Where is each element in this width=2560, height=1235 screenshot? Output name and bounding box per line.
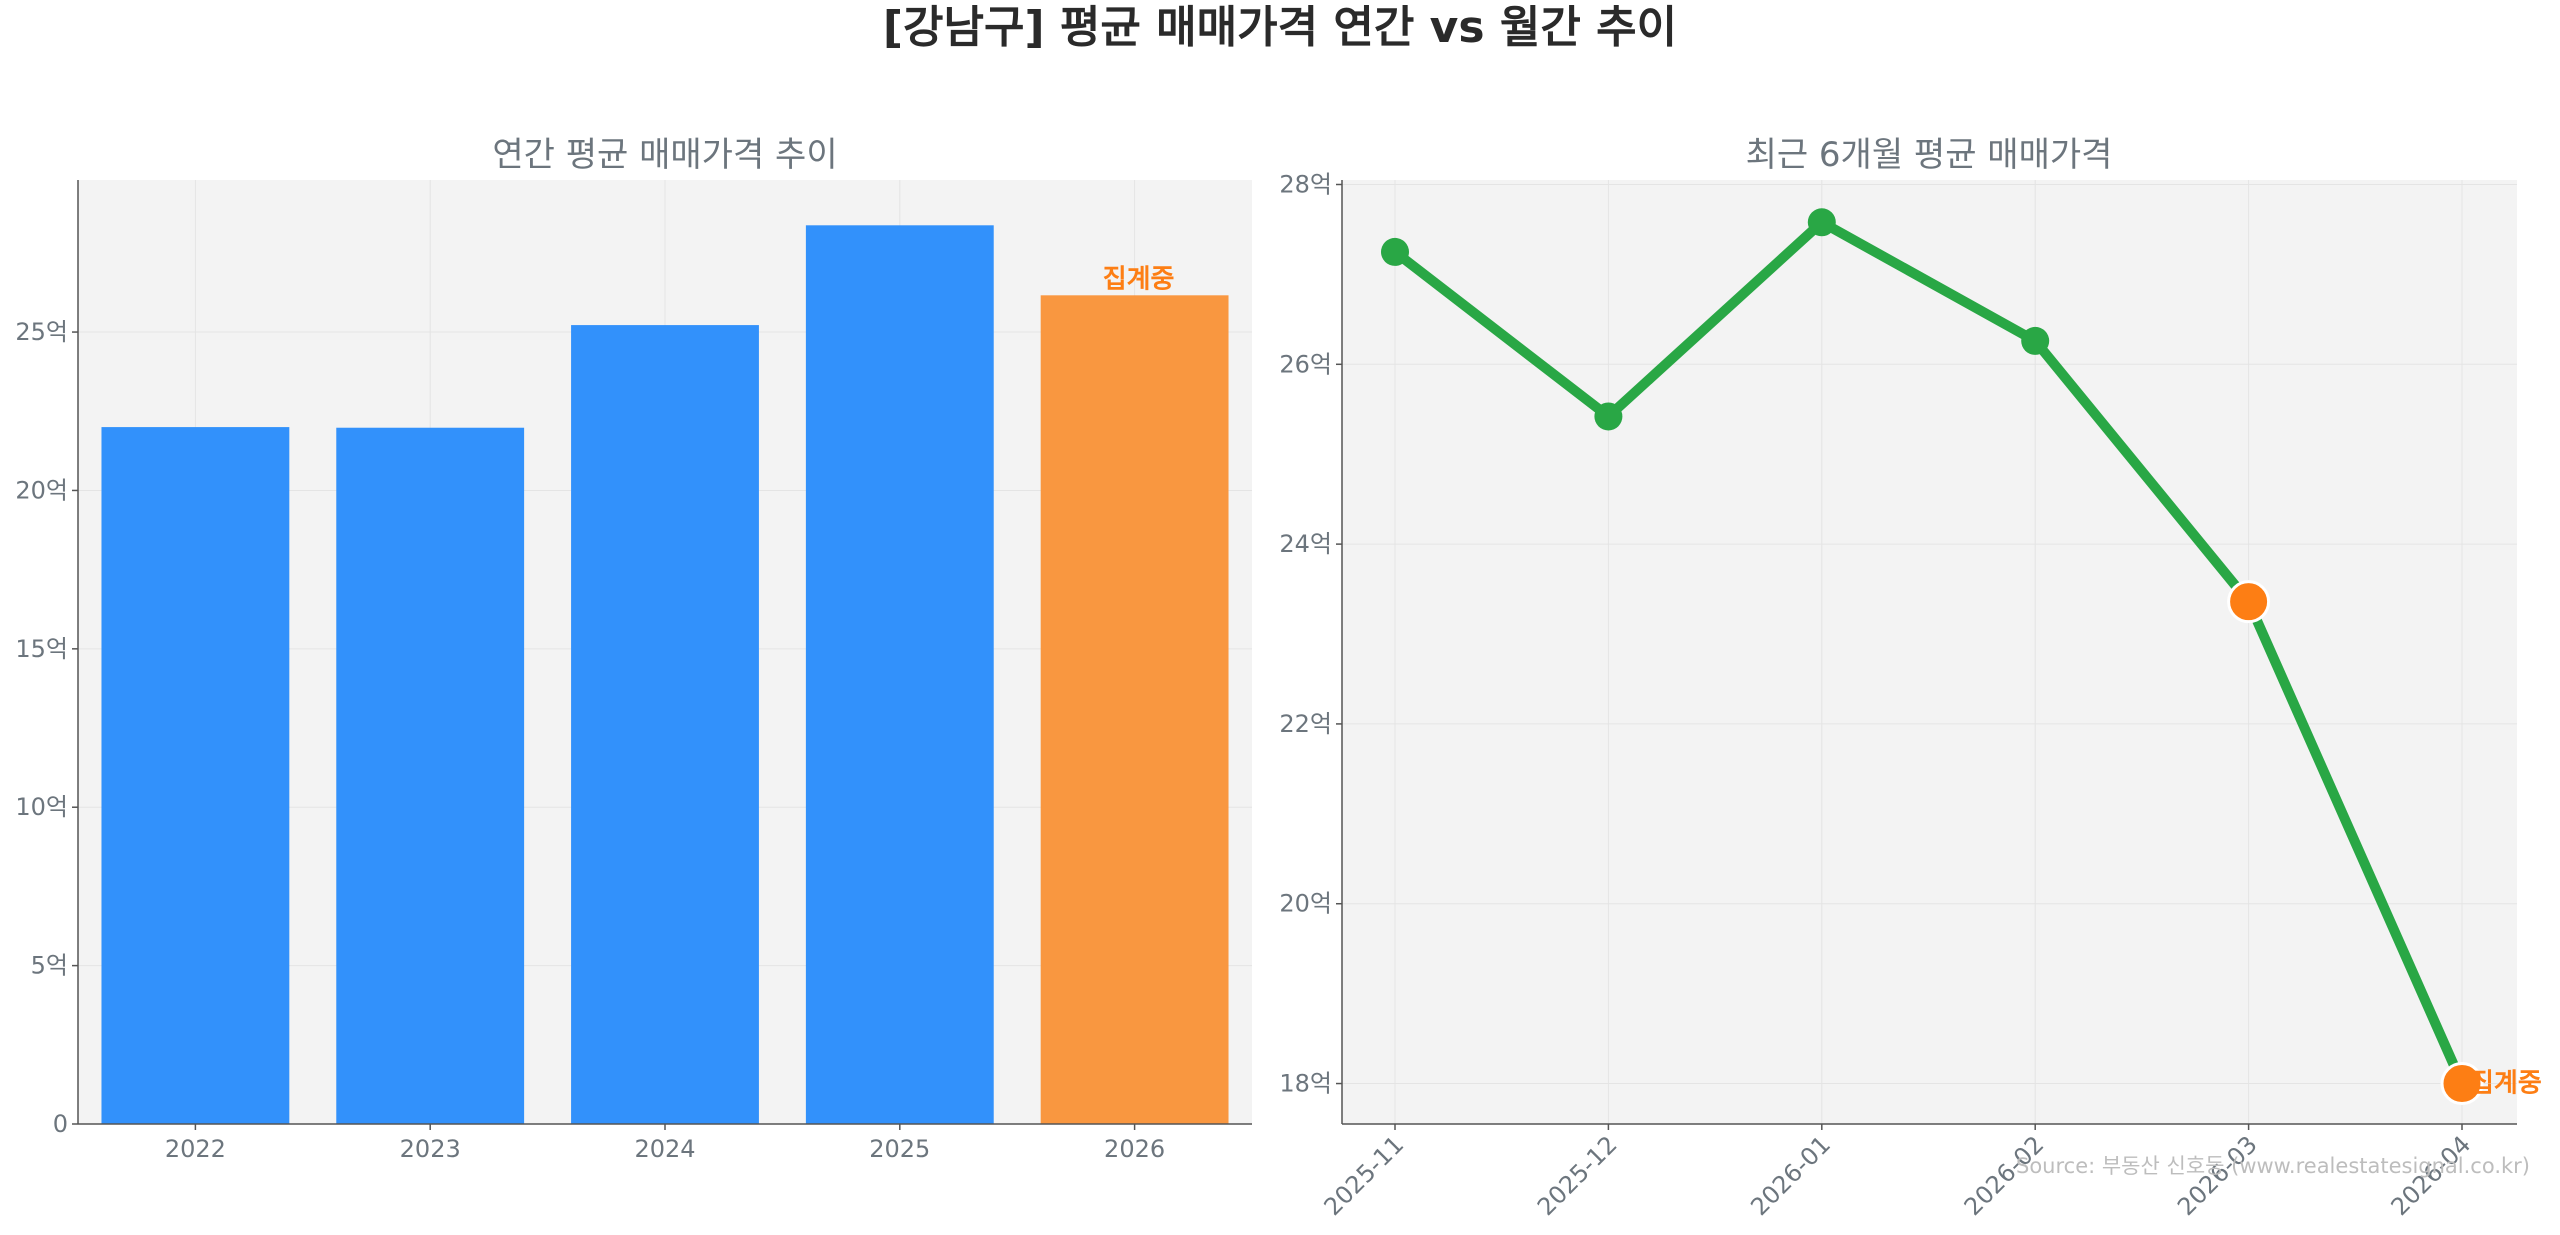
bar-2024 <box>571 325 759 1124</box>
figure-title: [강남구] 평균 매매가격 연간 vs 월간 추이 <box>883 2 1677 53</box>
bar-x-ticks: 2022 2023 2024 2025 2026 <box>165 1124 1165 1163</box>
line-x-tick-label: 2026-01 <box>1745 1130 1836 1221</box>
line-marks: 집계중 <box>1381 208 2542 1106</box>
point-2025-11 <box>1381 237 1409 266</box>
bar-x-tick-label: 2023 <box>400 1135 461 1163</box>
bar-y-tick-label: 20억 <box>15 476 68 504</box>
line-partial-label: 집계중 <box>2470 1069 2542 1099</box>
point-2025-12 <box>1594 402 1623 431</box>
line-y-tick-label: 24억 <box>1279 530 1332 558</box>
line-y-tick-label: 20억 <box>1279 890 1332 918</box>
bar-y-ticks: 0 5억 10억 15억 20억 25억 <box>15 318 78 1138</box>
line-grid <box>1342 180 2517 1124</box>
line-y-tick-label: 22억 <box>1279 710 1332 738</box>
point-2026-02 <box>2021 326 2050 355</box>
bar-2026 <box>1040 295 1229 1124</box>
line-y-ticks: 18억 20억 22억 24억 26억 28억 <box>1279 170 1342 1098</box>
bar-y-tick-label: 15억 <box>15 635 68 663</box>
bar-partial-label: 집계중 <box>1103 264 1175 294</box>
line-plot-area <box>1342 180 2517 1124</box>
bar-x-tick-label: 2025 <box>869 1135 930 1163</box>
annual-bar-chart: 집계중 0 5억 10억 15억 20억 25억 2022 2023 2024 2025 2026… <box>15 135 1252 1163</box>
line-x-tick-label: 2025-11 <box>1319 1130 1410 1221</box>
bar-y-tick-label: 25억 <box>15 318 68 346</box>
bar-y-tick-label: 0 <box>53 1110 68 1138</box>
point-2026-04 <box>2440 1062 2484 1106</box>
line-x-tick-label: 2025-12 <box>1532 1130 1623 1221</box>
point-2026-01 <box>1807 208 1836 237</box>
monthly-price-line <box>1390 217 2467 1089</box>
bar-marks: 집계중 <box>101 225 1229 1125</box>
point-2026-03 <box>2227 580 2271 624</box>
line-y-tick-label: 18억 <box>1279 1070 1332 1098</box>
source-note: Source: 부동산 신호등 (www.realestatesignal.co… <box>2016 1154 2530 1178</box>
line-chart-title: 최근 6개월 평균 매매가격 <box>1746 135 2113 175</box>
bar-2025 <box>805 225 994 1125</box>
bar-y-tick-label: 5억 <box>31 952 68 980</box>
line-y-tick-label: 28억 <box>1279 170 1332 198</box>
bar-chart-title: 연간 평균 매매가격 추이 <box>492 135 837 175</box>
bar-x-tick-label: 2024 <box>634 1135 695 1163</box>
bar-2023 <box>336 427 525 1124</box>
line-y-tick-label: 26억 <box>1279 350 1332 378</box>
bar-x-tick-label: 2026 <box>1104 1135 1165 1163</box>
bar-y-tick-label: 10억 <box>15 793 68 821</box>
bar-2022 <box>101 427 290 1124</box>
monthly-line-chart: 집계중 18억 20억 22억 24억 26억 28억 2025-11 2025-12 202… <box>1279 135 2541 1221</box>
bar-x-tick-label: 2022 <box>165 1135 226 1163</box>
